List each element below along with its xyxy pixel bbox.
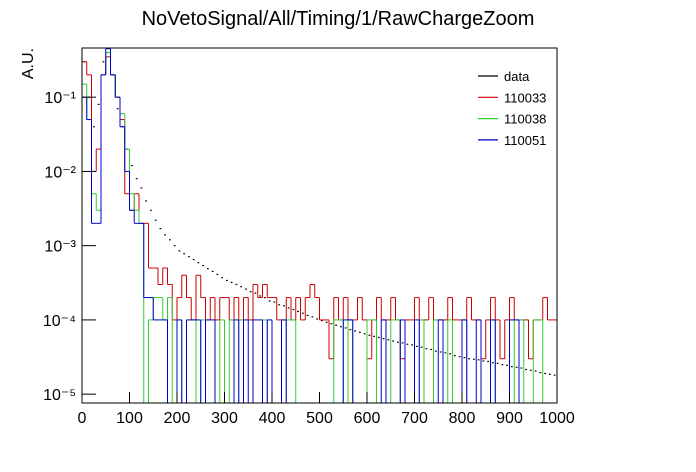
x-tick-label: 500 [306,410,333,427]
legend-label: 110051 [504,133,546,148]
x-tick-label: 600 [354,410,381,427]
x-tick-label: 400 [259,410,286,427]
chart-title: NoVetoSignal/All/Timing/1/RawChargeZoom [142,8,535,30]
legend-label: data [504,69,530,84]
y-tick-label: 10⁻⁵ [43,387,76,404]
x-tick-label: 800 [449,410,476,427]
x-tick-label: 1000 [539,410,575,427]
x-tick-label: 200 [164,410,191,427]
x-tick-label: 700 [401,410,428,427]
y-tick-label: 10⁻² [44,164,76,181]
x-tick-label: 300 [211,410,238,427]
x-tick-label: 900 [496,410,523,427]
legend-label: 110033 [504,90,546,105]
y-tick-label: 10⁻¹ [44,90,76,107]
x-tick-label: 0 [78,410,87,427]
y-tick-label: 10⁻³ [44,239,76,256]
y-tick-label: 10⁻⁴ [43,313,76,330]
legend-label: 110038 [504,112,546,127]
y-axis-label: A.U. [20,48,37,79]
x-tick-label: 100 [116,410,143,427]
